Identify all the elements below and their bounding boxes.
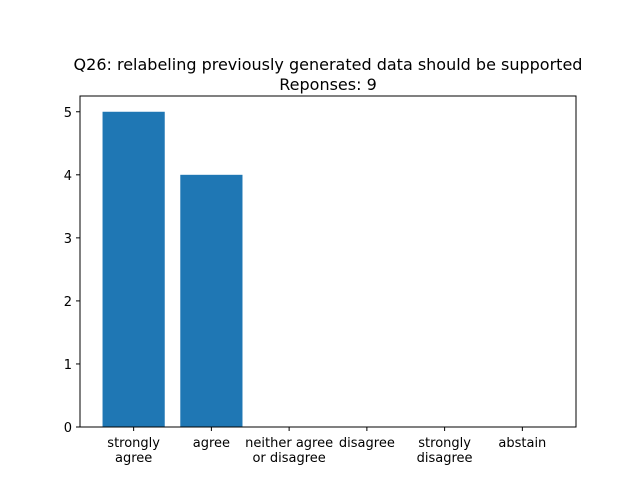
y-tick-label: 3 <box>64 232 72 247</box>
x-tick-label: agree <box>193 436 230 451</box>
plot-frame <box>79 95 577 428</box>
bar <box>102 111 165 427</box>
bar <box>180 174 243 427</box>
x-tick-label: neither agree or disagree <box>245 436 333 466</box>
y-tick-label: 4 <box>64 169 72 184</box>
y-tick-label: 2 <box>64 295 72 310</box>
y-tick-label: 5 <box>64 106 72 121</box>
x-tick-label: strongly disagree <box>417 436 473 466</box>
chart-title: Q26: relabeling previously generated dat… <box>74 55 583 74</box>
y-tick-label: 0 <box>64 421 72 436</box>
chart-subtitle: Reponses: 9 <box>279 75 377 94</box>
x-tick-label: strongly agree <box>107 436 160 466</box>
x-tick-label: abstain <box>498 436 546 451</box>
y-tick-label: 1 <box>64 358 72 373</box>
x-tick-label: disagree <box>339 436 395 451</box>
